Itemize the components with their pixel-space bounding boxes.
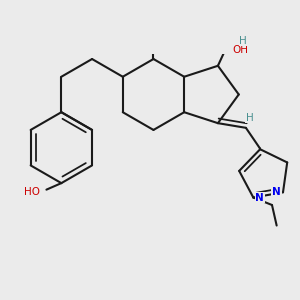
Text: H: H [246, 112, 254, 123]
Text: N: N [256, 193, 264, 202]
Text: HO: HO [24, 188, 40, 197]
Text: OH: OH [233, 45, 249, 55]
Text: H: H [239, 36, 247, 46]
Text: N: N [272, 187, 281, 197]
